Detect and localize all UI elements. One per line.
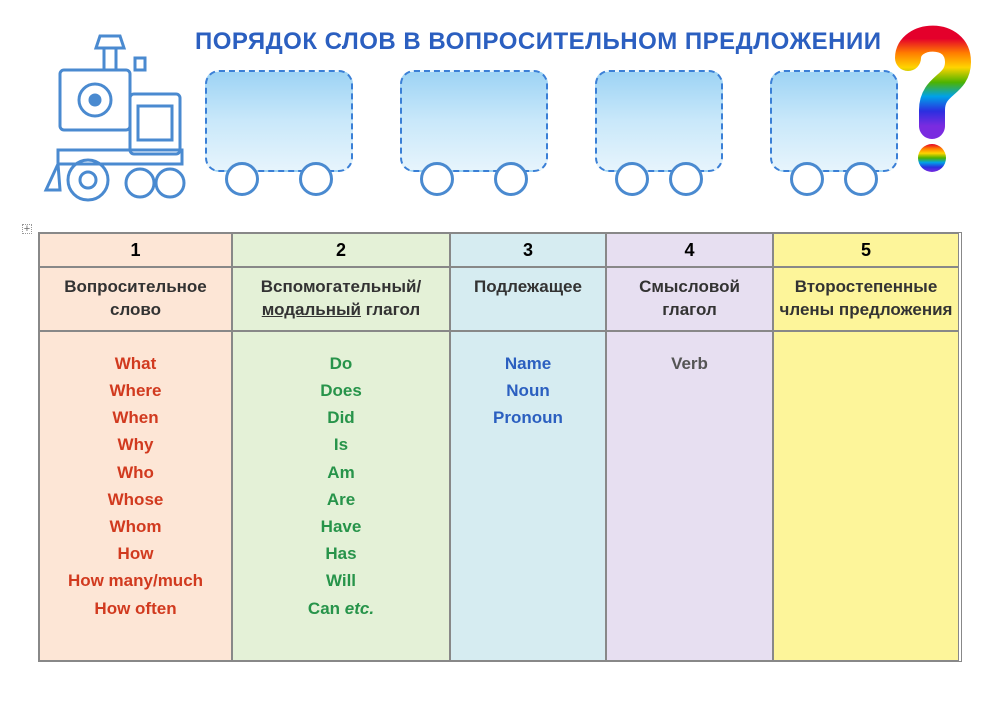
word-item: Noun: [455, 377, 601, 404]
word-item: Am: [237, 459, 445, 486]
column-header: Подлежащее: [450, 267, 606, 331]
train-wagon: [595, 70, 723, 172]
word-item: What: [44, 350, 227, 377]
anchor-marker: +: [22, 224, 32, 234]
word-item: Is: [237, 431, 445, 458]
word-item: Have: [237, 513, 445, 540]
word-item: Can etc.: [237, 595, 445, 622]
page-title: ПОРЯДОК СЛОВ В ВОПРОСИТЕЛЬНОМ ПРЕДЛОЖЕНИ…: [195, 28, 882, 56]
word-item: How: [44, 540, 227, 567]
question-mark-icon: [890, 18, 975, 178]
column-header: Смысловой глагол: [606, 267, 773, 331]
column-body: WhatWhereWhenWhyWhoWhoseWhomHowHow many/…: [39, 331, 232, 661]
column-number: 2: [232, 233, 450, 267]
column-body: [773, 331, 959, 661]
train-wagon: [770, 70, 898, 172]
wheel-icon: [420, 162, 454, 196]
wheel-icon: [225, 162, 259, 196]
column-number: 5: [773, 233, 959, 267]
wheel-icon: [615, 162, 649, 196]
word-item: Verb: [611, 350, 768, 377]
column-body: NameNounPronoun: [450, 331, 606, 661]
column-header: Вопросительное слово: [39, 267, 232, 331]
word-item: Do: [237, 350, 445, 377]
word-item: Pronoun: [455, 404, 601, 431]
word-item: Who: [44, 459, 227, 486]
word-item: When: [44, 404, 227, 431]
train-wagon: [400, 70, 548, 172]
wheel-icon: [299, 162, 333, 196]
wheel-icon: [669, 162, 703, 196]
train-engine-icon: [40, 18, 190, 208]
column-body: Verb: [606, 331, 773, 661]
word-order-table: 12345 Вопросительное словоВспомогательны…: [38, 232, 962, 662]
word-item: Where: [44, 377, 227, 404]
word-item: Will: [237, 567, 445, 594]
word-item: Did: [237, 404, 445, 431]
word-item: Why: [44, 431, 227, 458]
word-item: Are: [237, 486, 445, 513]
wheel-icon: [790, 162, 824, 196]
word-item: Whom: [44, 513, 227, 540]
word-item: Does: [237, 377, 445, 404]
column-number: 3: [450, 233, 606, 267]
column-header: Вспомогательный/ модальный глагол: [232, 267, 450, 331]
wheel-icon: [844, 162, 878, 196]
column-header: Второстепенные члены предложения: [773, 267, 959, 331]
word-item: Name: [455, 350, 601, 377]
word-item: How often: [44, 595, 227, 622]
word-item: How many/much: [44, 567, 227, 594]
train-wagon: [205, 70, 353, 172]
word-item: Whose: [44, 486, 227, 513]
word-item: Has: [237, 540, 445, 567]
column-number: 4: [606, 233, 773, 267]
column-body: DoDoesDidIsAmAreHaveHasWillCan etc.: [232, 331, 450, 661]
wheel-icon: [494, 162, 528, 196]
column-number: 1: [39, 233, 232, 267]
